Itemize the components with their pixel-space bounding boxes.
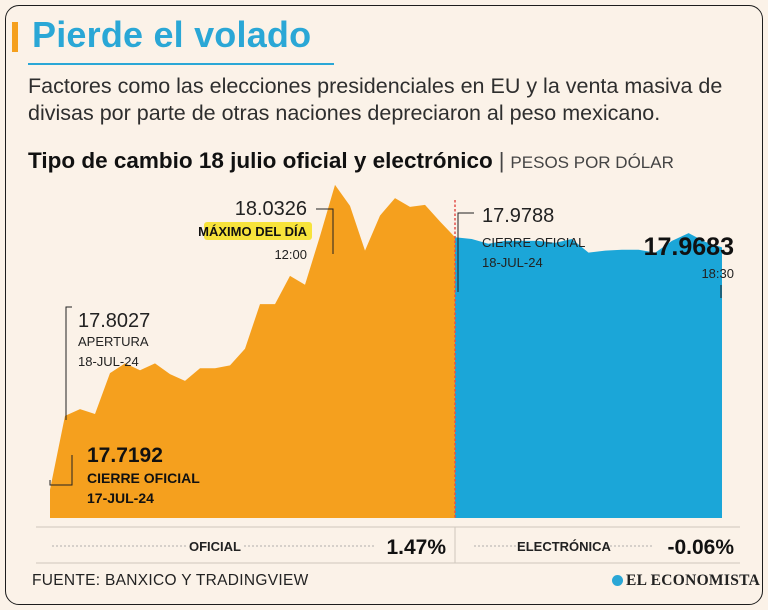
summary-oficial-value: 1.47%: [386, 536, 446, 559]
page-title: Pierde el volado: [32, 14, 312, 55]
leader-cierre-18jul: [457, 212, 474, 292]
chart-heading: Tipo de cambio 18 julio oficial y electr…: [28, 148, 674, 174]
chart-title: Tipo de cambio 18 julio oficial y electr…: [28, 148, 493, 173]
ultimo-time: 18:30: [701, 266, 734, 281]
apertura-label: APERTURA: [78, 334, 149, 349]
cierre-18jul-label: CIERRE OFICIAL: [482, 235, 585, 250]
cierre-18jul-value: 17.9788: [482, 205, 554, 227]
title-accent-bar: [12, 22, 18, 52]
cierre-18jul-date: 18-JUL-24: [482, 255, 543, 270]
apertura-value: 17.8027: [78, 310, 150, 332]
leader-maximo: [316, 208, 334, 254]
brand-logo: EL ECONOMISTA: [612, 572, 760, 590]
brand-logo-icon: [612, 575, 623, 586]
subtitle: Factores como las elecciones presidencia…: [28, 74, 723, 125]
apertura-date: 18-JUL-24: [78, 354, 139, 369]
maximo-label: MÁXIMO DEL DÍA: [198, 224, 307, 239]
ultimo-value: 17.9683: [644, 233, 734, 261]
source-note: FUENTE: BANXICO Y TRADINGVIEW: [32, 572, 309, 589]
maximo-highlight: [204, 222, 312, 240]
maximo-time: 12:00: [274, 247, 307, 262]
maximo-value: 18.0326: [235, 198, 307, 220]
area-electronica: [455, 233, 722, 518]
area-oficial: [50, 184, 455, 518]
chart-unit: PESOS POR DÓLAR: [510, 153, 674, 172]
title-underline: [28, 63, 334, 65]
leader-cierre-17jul: [49, 455, 73, 486]
summary-electronica-label: ELECTRÓNICA: [517, 539, 612, 554]
summary-electronica-value: -0.06%: [667, 536, 734, 559]
cierre-17jul-date: 17-JUL-24: [87, 490, 154, 506]
cierre-17jul-value: 17.7192: [87, 444, 163, 467]
summary-oficial-label: OFICIAL: [189, 539, 241, 554]
heading-separator: |: [498, 148, 505, 173]
brand-name: EL ECONOMISTA: [626, 572, 761, 589]
leader-apertura: [65, 306, 72, 420]
cierre-17jul-label: CIERRE OFICIAL: [87, 470, 200, 486]
